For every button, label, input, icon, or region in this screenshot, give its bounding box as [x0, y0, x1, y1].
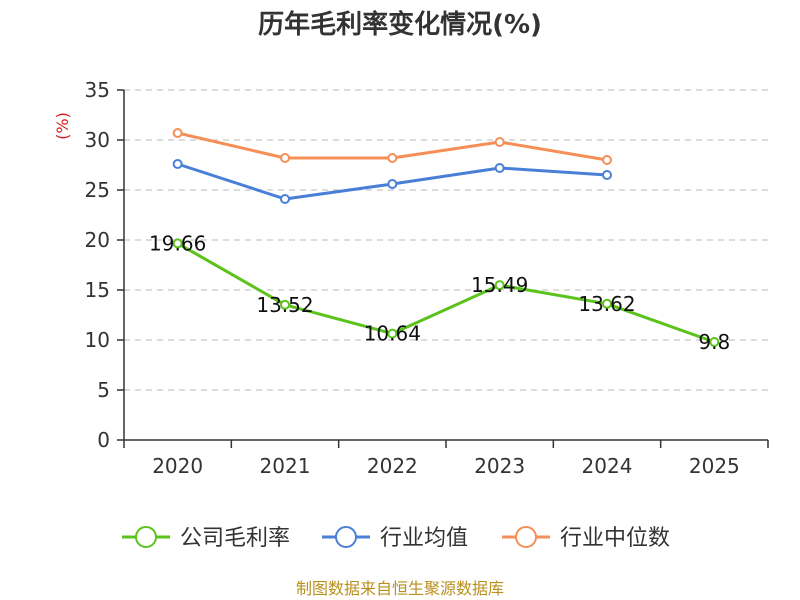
chart-title: 历年毛利率变化情况(%) — [258, 9, 542, 40]
legend-item-0: 公司毛利率 — [122, 526, 290, 551]
data-point-2-3 — [494, 137, 505, 147]
legend-label-2: 行业中位数 — [560, 526, 670, 551]
data-point-0-2 — [387, 328, 398, 339]
data-label-0-4: 13.62 — [578, 292, 635, 316]
data-labels: 19.66 13.52 10.64 15.49 13.62 9.8 — [149, 231, 730, 354]
y-tick-label-0: 0 — [97, 428, 110, 452]
series-1 — [172, 159, 612, 204]
data-point-0-3 — [494, 280, 505, 291]
data-label-0-1: 13.52 — [256, 293, 313, 317]
legend-label-1: 行业均值 — [380, 526, 468, 551]
legend-item-2: 行业中位数 — [502, 526, 670, 551]
y-tick-label-30: 30 — [85, 128, 110, 152]
x-tick-label-2021: 2021 — [260, 454, 311, 478]
data-point-1-1 — [280, 194, 290, 204]
data-point-0-0 — [172, 238, 183, 249]
y-tick-label-25: 25 — [85, 178, 110, 202]
legend-marker-0 — [135, 526, 157, 548]
data-point-2-4 — [602, 155, 612, 165]
y-tick-label-10: 10 — [85, 328, 110, 352]
data-label-0-3: 15.49 — [471, 273, 528, 297]
data-point-1-3 — [494, 163, 505, 173]
legend-item-1: 行业均值 — [322, 526, 468, 551]
x-tick-label-2023: 2023 — [474, 454, 525, 478]
data-label-0-5: 9.8 — [698, 330, 730, 354]
x-tick-label-2025: 2025 — [689, 454, 740, 478]
x-tick-label-2024: 2024 — [582, 454, 633, 478]
data-point-1-4 — [602, 170, 612, 180]
grid-lines — [124, 89, 768, 391]
y-tick-label-20: 20 — [85, 228, 110, 252]
data-point-0-4 — [602, 298, 612, 309]
series-layer — [172, 128, 720, 347]
data-point-2-2 — [387, 153, 398, 163]
legend-label-0: 公司毛利率 — [180, 526, 290, 551]
data-point-0-1 — [280, 299, 290, 310]
source-note: 制图数据来自恒生聚源数据库 — [296, 579, 504, 598]
legend-marker-1 — [335, 526, 357, 548]
legend-marker-2 — [515, 526, 537, 548]
data-point-0-5 — [709, 337, 720, 347]
y-tick-label-5: 5 — [97, 378, 110, 402]
data-label-0-0: 19.66 — [149, 231, 206, 255]
data-point-1-0 — [172, 159, 183, 169]
data-point-2-0 — [172, 128, 183, 138]
y-tick-label-15: 15 — [85, 278, 110, 302]
data-point-1-2 — [387, 179, 398, 189]
legend: 公司毛利率 行业均值 行业中位数 — [122, 526, 670, 551]
series-line-0 — [176, 242, 715, 344]
x-tick-label-2022: 2022 — [367, 454, 418, 478]
series-2 — [172, 128, 612, 165]
data-point-2-1 — [280, 153, 290, 163]
x-tick-label-2020: 2020 — [152, 454, 203, 478]
y-tick-label-35: 35 — [85, 78, 110, 102]
series-0 — [172, 238, 720, 347]
data-label-0-2: 10.64 — [364, 322, 421, 346]
y-axis-unit: (%) — [53, 112, 72, 140]
